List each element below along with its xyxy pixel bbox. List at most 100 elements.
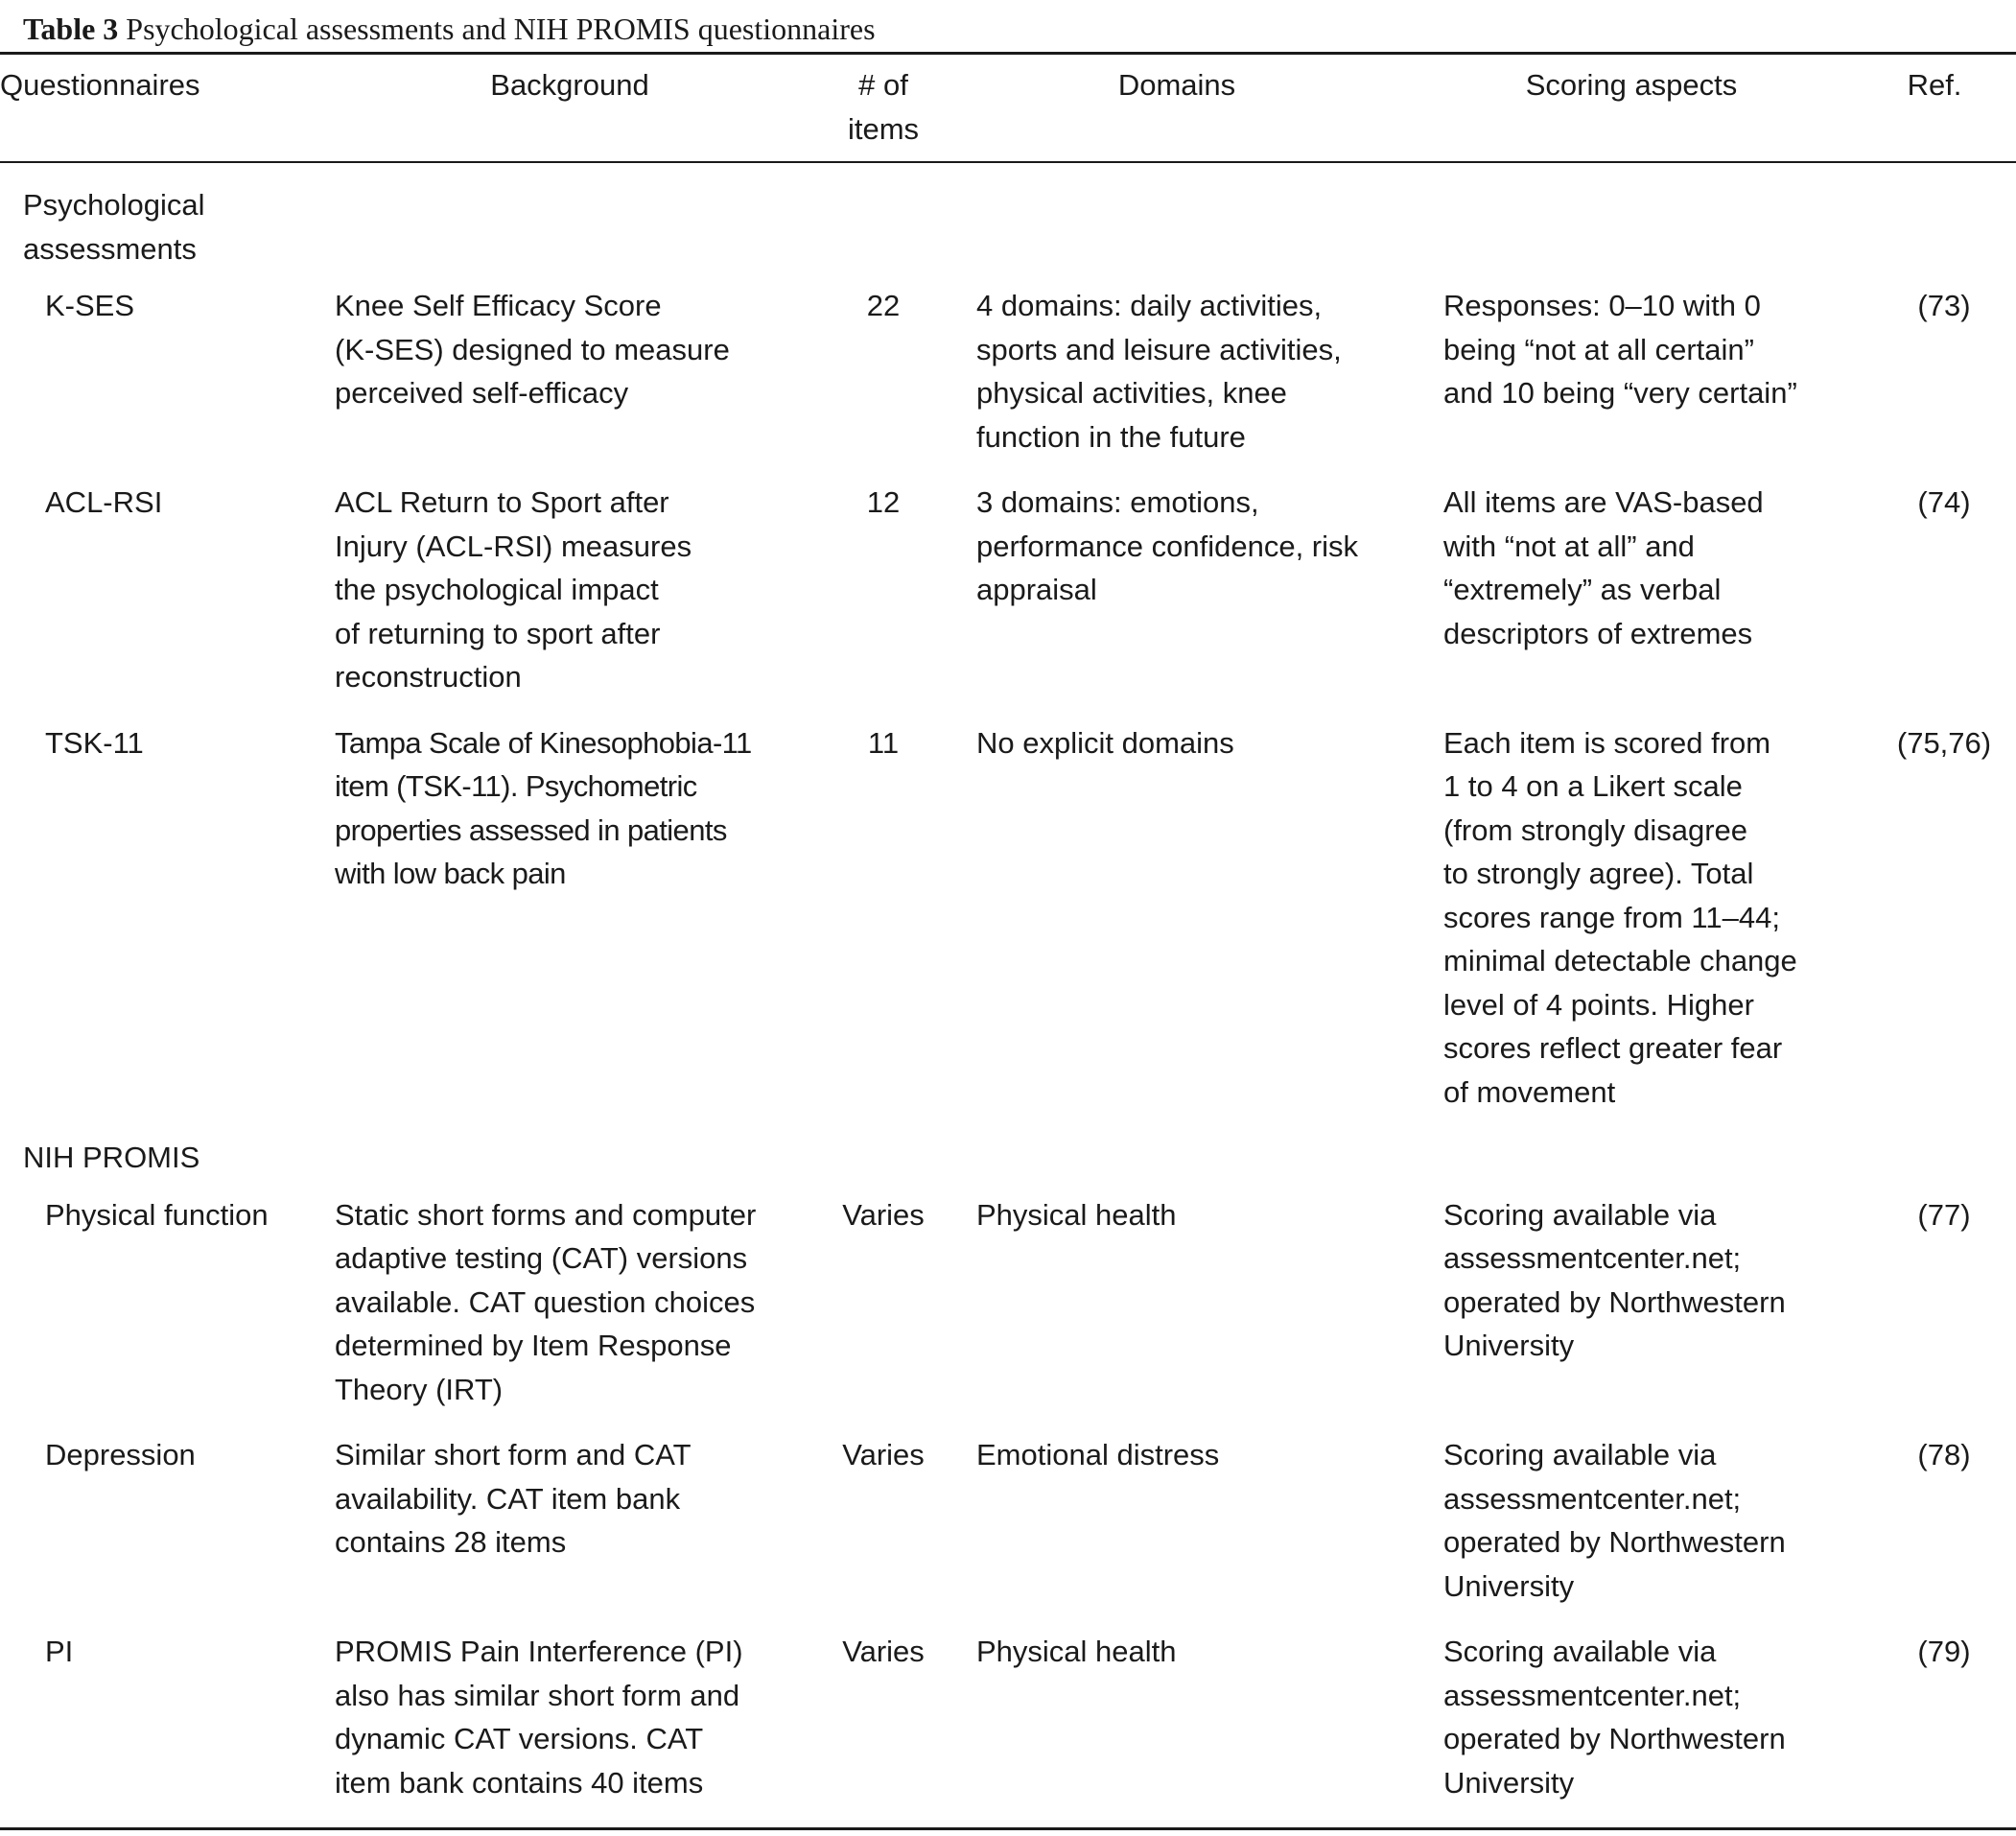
table-row: PI PROMIS Pain Interference (PI) also has …	[0, 1630, 2016, 1826]
scoring-line: operated by Northwestern	[1443, 1722, 1786, 1755]
domains-line: Emotional distress	[976, 1438, 1220, 1471]
scoring-line: scores range from 11–44;	[1443, 900, 1780, 934]
background-line: also has similar short form and	[335, 1678, 740, 1712]
domains-line: No explicit domains	[976, 725, 1234, 760]
background-line: Theory (IRT)	[335, 1372, 504, 1406]
table-header-rule	[0, 161, 2016, 163]
table-header-row: Questionnaires Background # of items Dom…	[0, 58, 2016, 162]
group-title-line: NIH PROMIS	[23, 1141, 200, 1174]
item-count: 12	[866, 485, 901, 519]
domains-cell: Physical health	[944, 1193, 1410, 1434]
scoring-line: University	[1443, 1329, 1575, 1362]
background-line: reconstruction	[335, 660, 522, 694]
scoring-line: of movement	[1443, 1074, 1616, 1109]
domains-line: Physical health	[976, 1635, 1177, 1668]
scoring-line: Scoring available via	[1443, 1197, 1717, 1232]
column-header-items-line2: items	[847, 111, 920, 146]
group-title: Psychological assessments	[0, 162, 2016, 284]
table-caption-label: Table 3	[23, 12, 119, 46]
table-row: TSK-11 Tampa Scale of Kinesophobia-11 item…	[0, 721, 2016, 1137]
questionnaire-name: ACL-RSI	[45, 485, 163, 519]
scoring-line: and 10 being “very certain”	[1443, 376, 1797, 410]
scoring-line: All items are VAS-based	[1443, 485, 1764, 519]
background-line: available. CAT question choices	[335, 1284, 756, 1319]
scoring-cell: Each item is scored from 1 to 4 on a Like…	[1410, 721, 1853, 1137]
background-cell: Similar short form and CAT availability. …	[316, 1433, 823, 1630]
scoring-line: (from strongly disagree	[1443, 812, 1748, 847]
domains-cell: Physical health	[944, 1630, 1410, 1826]
group-header-row: NIH PROMIS	[0, 1136, 2016, 1193]
scoring-line: University	[1443, 1765, 1575, 1800]
scoring-cell: All items are VAS-based with “not at all”…	[1410, 481, 1853, 721]
domains-cell: No explicit domains	[944, 721, 1410, 1137]
domains-cell: Emotional distress	[944, 1433, 1410, 1630]
background-line: the psychological impact	[335, 573, 659, 606]
reference-cell: (73)	[1917, 289, 1971, 322]
domains-cell: 4 domains: daily activities, sports and l…	[944, 284, 1410, 481]
scoring-cell: Scoring available via assessmentcenter.ne…	[1410, 1193, 1853, 1434]
background-cell: Knee Self Efficacy Score (K-SES) designed…	[316, 284, 823, 481]
background-line: dynamic CAT versions. CAT	[335, 1722, 704, 1755]
column-header-ref: Ref.	[1907, 68, 1962, 102]
scoring-line: Each item is scored from	[1443, 725, 1771, 760]
reference-cell: (79)	[1917, 1635, 1971, 1668]
background-line: contains 28 items	[335, 1525, 567, 1559]
scoring-cell: Scoring available via assessmentcenter.ne…	[1410, 1433, 1853, 1630]
background-cell: ACL Return to Sport after Injury (ACL-RSI…	[316, 481, 823, 721]
background-line: (K-SES) designed to measure	[335, 332, 730, 366]
domains-line: 4 domains: daily activities,	[976, 289, 1323, 322]
column-header-scoring: Scoring aspects	[1525, 68, 1738, 102]
scoring-cell: Responses: 0–10 with 0 being “not at all …	[1410, 284, 1853, 481]
questionnaire-name: TSK-11	[45, 725, 144, 760]
table-row: ACL-RSI ACL Return to Sport after Injury (…	[0, 481, 2016, 721]
table-row: Physical function Static short forms and …	[0, 1193, 2016, 1434]
questionnaire-name: PI	[45, 1635, 74, 1668]
background-line: Static short forms and computer	[335, 1197, 757, 1232]
domains-line: physical activities, knee	[976, 376, 1287, 410]
group-header-row: Psychological assessments	[0, 162, 2016, 284]
scoring-line: descriptors of extremes	[1443, 616, 1753, 650]
background-line: Injury (ACL-RSI) measures	[335, 529, 692, 563]
domains-line: 3 domains: emotions,	[976, 485, 1259, 519]
table-row: K-SES Knee Self Efficacy Score (K-SES) des…	[0, 284, 2016, 481]
scoring-line: assessmentcenter.net;	[1443, 1241, 1742, 1275]
questionnaire-name: Depression	[45, 1438, 196, 1471]
background-line: ACL Return to Sport after	[335, 485, 669, 519]
reference-cell: (75,76)	[1896, 725, 1992, 760]
background-line: item bank contains 40 items	[335, 1765, 704, 1800]
scoring-line: University	[1443, 1568, 1575, 1603]
background-line: Similar short form and CAT	[335, 1438, 692, 1471]
item-count: Varies	[842, 1197, 925, 1232]
scoring-line: 1 to 4 on a Likert scale	[1443, 769, 1743, 803]
table-bottom-rule	[0, 1827, 2016, 1830]
questionnaire-name: K-SES	[45, 289, 135, 322]
item-count: Varies	[842, 1635, 925, 1668]
scoring-cell: Scoring available via assessmentcenter.ne…	[1410, 1630, 1853, 1826]
scoring-line: assessmentcenter.net;	[1443, 1678, 1742, 1712]
domains-line: Physical health	[976, 1197, 1177, 1232]
background-line: PROMIS Pain Interference (PI)	[335, 1635, 743, 1668]
background-line: item (TSK-11). Psychometric	[335, 769, 697, 803]
domains-cell: 3 domains: emotions, performance confiden…	[944, 481, 1410, 721]
scoring-line: Responses: 0–10 with 0	[1443, 289, 1761, 322]
item-count: 22	[866, 289, 901, 322]
background-line: perceived self-efficacy	[335, 376, 629, 410]
background-line: determined by Item Response	[335, 1329, 732, 1362]
table-row: Depression Similar short form and CAT avai…	[0, 1433, 2016, 1630]
background-line: of returning to sport after	[335, 616, 661, 650]
scoring-line: level of 4 points. Higher	[1443, 987, 1754, 1022]
scoring-line: assessmentcenter.net;	[1443, 1481, 1742, 1516]
group-title-line: Psychological	[23, 188, 205, 222]
scoring-line: to strongly agree). Total	[1443, 857, 1754, 890]
background-line: properties assessed in patients	[335, 812, 727, 847]
scoring-line: operated by Northwestern	[1443, 1284, 1786, 1319]
background-cell: Tampa Scale of Kinesophobia-11 item (TSK-…	[316, 721, 823, 1137]
background-cell: PROMIS Pain Interference (PI) also has si…	[316, 1630, 823, 1826]
group-title: NIH PROMIS	[0, 1136, 2016, 1193]
scoring-line: operated by Northwestern	[1443, 1525, 1786, 1559]
scoring-line: being “not at all certain”	[1443, 332, 1754, 366]
background-line: adaptive testing (CAT) versions	[335, 1241, 748, 1275]
column-header-items-line1: # of	[858, 68, 908, 102]
reference-cell: (77)	[1917, 1197, 1971, 1232]
background-line: Tampa Scale of Kinesophobia-11	[335, 725, 752, 760]
